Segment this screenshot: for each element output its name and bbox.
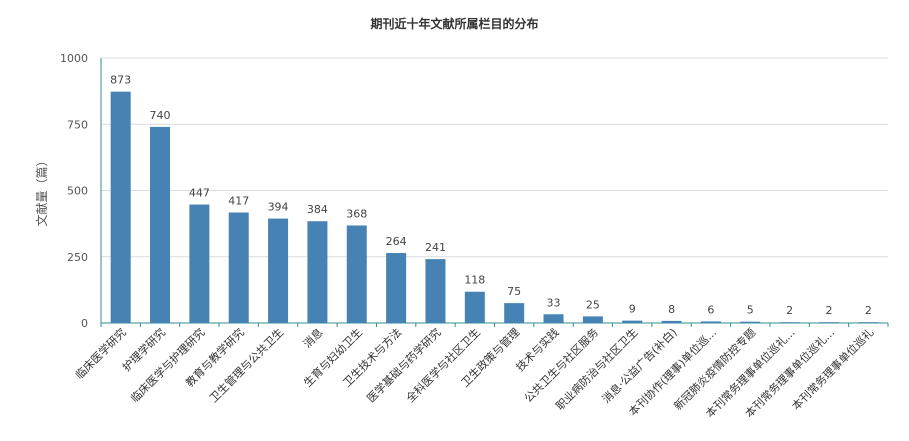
data-label: 75 xyxy=(507,285,521,298)
bar[interactable] xyxy=(189,204,210,323)
data-label: 241 xyxy=(425,241,446,254)
y-axis-title: 文献量（篇） xyxy=(34,154,49,226)
data-label: 384 xyxy=(307,203,328,216)
x-tick-label: 消息·公益广告(补白) xyxy=(599,325,680,406)
data-label: 264 xyxy=(386,235,407,248)
data-label: 740 xyxy=(150,109,171,122)
data-label: 417 xyxy=(228,194,249,207)
y-tick-label: 500 xyxy=(67,185,88,198)
data-label: 6 xyxy=(707,303,714,316)
bar[interactable] xyxy=(150,126,171,324)
data-label: 873 xyxy=(110,74,131,87)
data-label: 2 xyxy=(825,304,832,317)
data-label: 33 xyxy=(547,296,561,309)
bar[interactable] xyxy=(858,322,879,323)
x-tick-label: 消息 xyxy=(300,325,325,350)
bar[interactable] xyxy=(622,320,643,323)
bar[interactable] xyxy=(818,322,839,323)
x-tick-label: 临床医学与护理研究 xyxy=(128,325,208,405)
x-tick-label: 全科医学与社区卫生 xyxy=(403,325,483,405)
data-label: 2 xyxy=(865,304,872,317)
x-tick-label: 卫生管理与公共卫生 xyxy=(206,325,286,405)
bar[interactable] xyxy=(740,321,761,323)
bar[interactable] xyxy=(700,321,721,323)
bar[interactable] xyxy=(582,316,603,323)
x-tick-label: 公共卫生与社区服务 xyxy=(521,325,601,405)
data-label: 5 xyxy=(747,304,754,317)
data-label: 25 xyxy=(586,298,600,311)
bar[interactable] xyxy=(307,221,328,323)
bar[interactable] xyxy=(661,320,682,323)
y-tick-label: 250 xyxy=(67,251,88,264)
x-tick-label: 医学基础与药学研究 xyxy=(364,325,444,405)
y-tick-label: 0 xyxy=(81,317,88,330)
y-tick-label: 750 xyxy=(67,118,88,131)
chart-title: 期刊近十年文献所属栏目的分布 xyxy=(370,17,539,31)
bar[interactable] xyxy=(464,291,485,323)
data-label: 118 xyxy=(464,274,485,287)
bar[interactable] xyxy=(346,225,367,323)
data-label: 9 xyxy=(629,303,636,316)
data-label: 394 xyxy=(268,201,289,214)
bar[interactable] xyxy=(110,91,131,323)
bar[interactable] xyxy=(779,322,800,323)
bar[interactable] xyxy=(386,253,407,323)
data-label: 368 xyxy=(346,207,367,220)
x-tick-label: 临床医学研究 xyxy=(72,325,129,382)
bar[interactable] xyxy=(228,212,249,323)
data-label: 447 xyxy=(189,187,210,200)
data-label: 8 xyxy=(668,303,675,316)
bar[interactable] xyxy=(504,303,525,323)
data-label: 2 xyxy=(786,304,793,317)
bar[interactable] xyxy=(268,218,289,323)
bar[interactable] xyxy=(425,259,446,323)
y-tick-label: 1000 xyxy=(60,52,88,65)
bar[interactable] xyxy=(543,314,564,323)
